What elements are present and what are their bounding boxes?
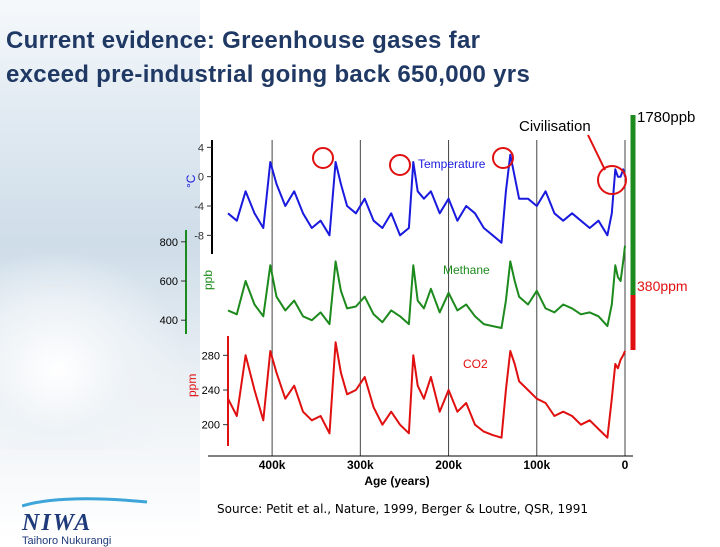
y-tick-label-temperature--4: -4 — [194, 201, 204, 213]
y-tick-label-methane-400: 400 — [160, 315, 178, 327]
y-tick-label-temperature-4: 4 — [198, 142, 204, 154]
x-tick-label-0: 0 — [622, 458, 629, 472]
slide-title-line-2: exceed pre-industrial going back 650,000… — [6, 61, 531, 88]
series-label-co2: CO2 — [463, 357, 488, 371]
chart-gridlines — [271, 140, 626, 456]
annotation-co2-now: 380ppm — [637, 278, 688, 294]
annotation-civilisation: Civilisation — [519, 118, 591, 135]
civilisation-pointer — [587, 134, 606, 171]
logo-text: NIWA — [22, 510, 93, 536]
highlight-circle-peak-1 — [312, 147, 334, 169]
series-line-methane — [227, 245, 626, 329]
highlight-circle-present — [597, 165, 627, 195]
logo-subtitle: Taihoro Nukurangi — [22, 535, 112, 547]
slide-title-line-1: Current evidence: Greenhouse gases far — [6, 27, 481, 54]
background-wave-image — [0, 250, 190, 450]
y-tick-label-co2-280: 280 — [202, 350, 220, 362]
y-tick-label-methane-600: 600 — [160, 276, 178, 288]
y-tick-label-co2-240: 240 — [202, 385, 220, 397]
y-unit-label-co2: ppm — [185, 374, 199, 397]
chart-series-lines — [227, 153, 626, 439]
y-tick-label-temperature--8: -8 — [194, 230, 204, 242]
y-unit-label-methane: ppb — [201, 270, 215, 290]
logo-swoosh-icon — [22, 497, 148, 508]
y-tick-label-methane-800: 800 — [160, 237, 178, 249]
chart-labels: 400k 300k 200k 100k 0 Age (years) 4 0 -4 -8 °C Temp… — [160, 109, 696, 488]
series-line-temperature — [227, 153, 626, 244]
x-tick-label-400k: 400k — [259, 458, 286, 472]
y-tick-label-temperature-0: 0 — [198, 172, 204, 184]
series-label-methane: Methane — [443, 263, 490, 277]
annotation-methane-now: 1780ppb — [637, 109, 695, 126]
niwa-logo: NIWA Taihoro Nukurangi — [22, 496, 152, 547]
x-tick-label-100k: 100k — [523, 458, 550, 472]
y-tick-label-co2-200: 200 — [202, 420, 220, 432]
chart-axes — [181, 140, 633, 457]
chart-decorations — [312, 115, 636, 350]
highlight-circle-peak-3 — [492, 147, 514, 169]
x-tick-label-300k: 300k — [347, 458, 374, 472]
source-citation: Source: Petit et al., Nature, 1999, Berg… — [217, 502, 588, 516]
series-line-co2 — [227, 341, 626, 439]
series-label-temperature: Temperature — [418, 157, 486, 171]
x-axis-label: Age (years) — [364, 474, 429, 488]
slide-title: Current evidence: Greenhouse gases far e… — [6, 24, 706, 92]
highlight-circle-peak-2 — [389, 154, 411, 176]
x-tick-label-200k: 200k — [435, 458, 462, 472]
y-unit-label-temperature: °C — [184, 174, 198, 188]
